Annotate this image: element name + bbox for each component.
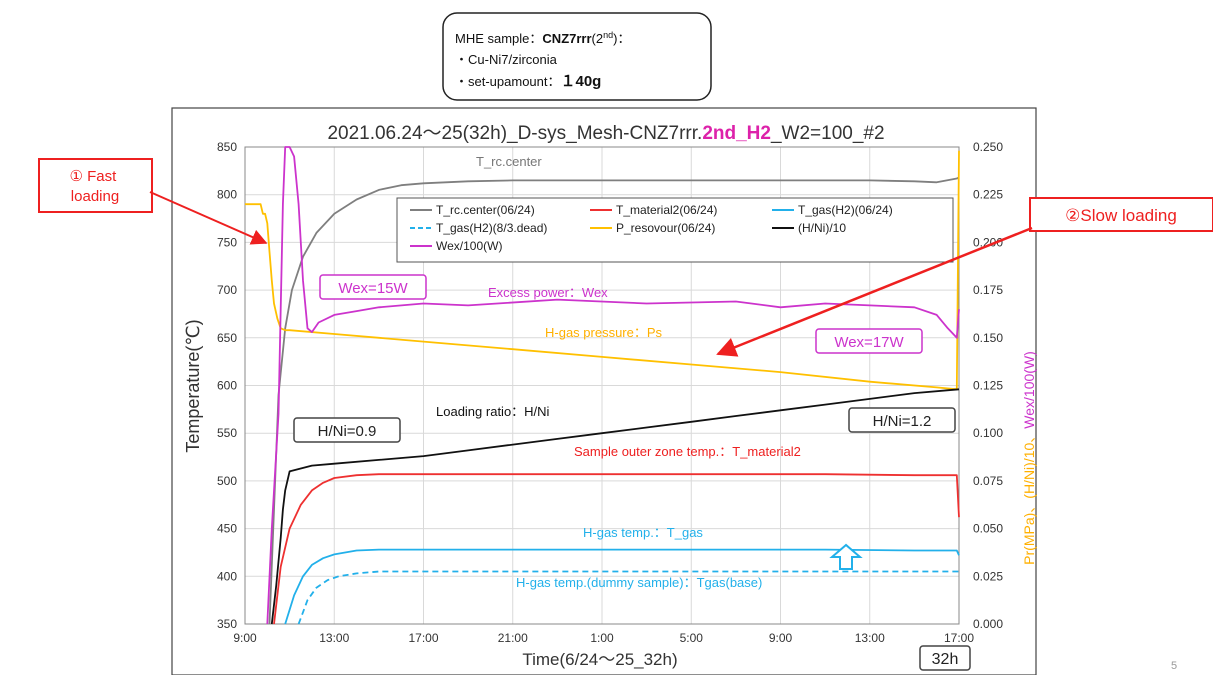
x-tick: 17:00 (944, 631, 974, 645)
wex-17w-badge: Wex=17W (834, 334, 904, 351)
sample-info-line2: ・Cu-Ni7/zirconia (455, 52, 558, 67)
y-tick-left: 750 (217, 235, 237, 249)
y-tick-right: 0.125 (973, 379, 1003, 393)
slow-loading-arrow (716, 226, 1033, 357)
plot-area (244, 146, 960, 625)
y-tick-left: 450 (217, 522, 237, 536)
page-number: 5 (1171, 660, 1177, 672)
hgas-dummy-temp-label: H-gas temp.(dummy sample)：Tgas(base) (516, 575, 762, 590)
series-line-p_res (245, 150, 960, 391)
y-tick-right: 0.050 (973, 522, 1003, 536)
duration-badge: 32h (932, 651, 959, 668)
y-tick-left: 650 (217, 331, 237, 345)
sample-outer-temp-label: Sample outer zone temp.：T_material2 (574, 444, 801, 459)
hgas-pressure-label: H-gas pressure：Ps (545, 325, 663, 340)
y-tick-left: 700 (217, 283, 237, 297)
y-tick-left: 400 (217, 569, 237, 583)
series-layer (245, 146, 960, 625)
fast-loading-arrow (149, 191, 268, 245)
series-line-t_rc (268, 176, 960, 625)
y-tick-right: 0.075 (973, 474, 1003, 488)
y-tick-left: 850 (217, 140, 237, 154)
x-tick: 5:00 (680, 631, 704, 645)
x-tick: 1:00 (590, 631, 614, 645)
x-tick: 13:00 (855, 631, 885, 645)
loading-ratio-label: Loading ratio：H/Ni (436, 404, 550, 419)
y-axis-left-label: Temperature(℃) (183, 319, 203, 452)
legend-item: (H/Ni)/10 (798, 221, 846, 235)
y-tick-right: 0.200 (973, 235, 1003, 249)
y-tick-left: 350 (217, 617, 237, 631)
series-line-t_gas_dead (297, 570, 959, 625)
fast-loading-callout: ① Fast loading (70, 168, 121, 205)
sample-info-box (442, 12, 712, 101)
legend-item: P_resovour(06/24) (616, 221, 715, 235)
y-tick-right: 0.225 (973, 188, 1003, 202)
series-line-wex (266, 146, 960, 625)
sample-info-line1: MHE sample：CNZ7rrr(2nd)： (455, 30, 630, 46)
legend-item: T_material2(06/24) (616, 203, 717, 217)
y-axis-right-label: Pr(MPa)、(H/Ni)/10、Wex/100(W) (1021, 351, 1037, 565)
legend-item: T_gas(H2)(06/24) (798, 203, 893, 217)
excess-power-label: Excess power：Wex (488, 285, 608, 300)
hni-12-badge: H/Ni=1.2 (873, 413, 932, 430)
x-tick: 9:00 (233, 631, 257, 645)
y-tick-right: 0.100 (973, 426, 1003, 440)
legend-item: T_gas(H2)(8/3.dead) (436, 221, 547, 235)
x-axis-label: Time(6/24～25_32h) (522, 650, 677, 669)
up-arrow-icon (829, 543, 863, 570)
y-tick-right: 0.250 (973, 140, 1003, 154)
legend-item: Wex/100(W) (436, 239, 502, 253)
hgas-temp-label: H-gas temp.：T_gas (583, 525, 703, 540)
sample-info-line3: ・set-upamount：１40g (455, 73, 601, 90)
series-line-t_material2 (273, 473, 960, 625)
y-tick-right: 0.000 (973, 617, 1003, 631)
chart-title: 2021.06.24～25(32h)_D-sys_Mesh-CNZ7rrr.2n… (327, 123, 884, 144)
legend-item: T_rc.center(06/24) (436, 203, 535, 217)
x-tick: 21:00 (498, 631, 528, 645)
x-tick: 13:00 (319, 631, 349, 645)
t-rc-center-label: T_rc.center (476, 154, 542, 169)
y-tick-left: 800 (217, 188, 237, 202)
y-tick-right: 0.025 (973, 569, 1003, 583)
y-tick-right: 0.175 (973, 283, 1003, 297)
x-tick: 17:00 (408, 631, 438, 645)
slow-loading-callout: ②Slow loading (1065, 206, 1177, 225)
legend: T_rc.center(06/24) T_material2(06/24) T_ga… (396, 197, 954, 263)
y-tick-left: 600 (217, 379, 237, 393)
wex-15w-badge: Wex=15W (338, 280, 408, 297)
y-tick-left: 550 (217, 426, 237, 440)
hni-09-badge: H/Ni=0.9 (318, 423, 377, 440)
y-tick-left: 500 (217, 474, 237, 488)
y-tick-right: 0.150 (973, 331, 1003, 345)
tick-labels: 850 0.250 800 0.225 750 0.200 700 0.175 650 0.150… (217, 140, 1003, 645)
x-tick: 9:00 (769, 631, 793, 645)
series-line-h_ni (270, 388, 960, 625)
